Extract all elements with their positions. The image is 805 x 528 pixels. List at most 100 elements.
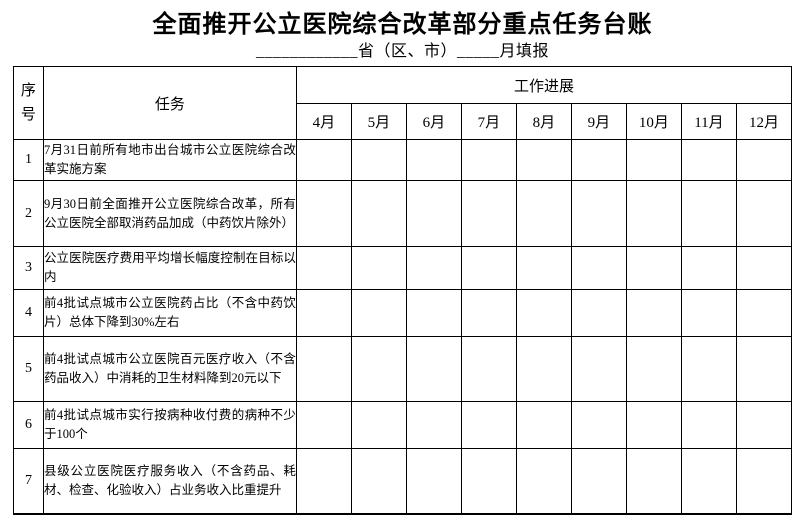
table-row: 3 公立医院医疗费用平均增长幅度控制在目标以内 [12, 246, 793, 290]
row-index: 6 [12, 401, 44, 449]
header-row-top: 序号 任务 工作进展 [12, 66, 793, 140]
table-row: 4 前4批试点城市公立医院药占比（不含中药饮片）总体下降到30%左右 [12, 289, 793, 337]
progress-cell [625, 448, 682, 515]
task-cell: 前4批试点城市公立医院药占比（不含中药饮片）总体下降到30%左右 [42, 289, 297, 337]
row-index: 1 [12, 139, 44, 181]
progress-cell [570, 289, 627, 337]
table-row: 2 9月30日前全面推开公立医院综合改革，所有公立医院全部取消药品加成（中药饮片… [12, 180, 793, 247]
col-header-month-may: 5月 [350, 103, 407, 140]
progress-cell [460, 336, 517, 402]
col-header-month-dec: 12月 [735, 103, 793, 140]
col-header-month-sep: 9月 [570, 103, 627, 140]
task-ledger-table: 序号 任务 工作进展 4月 5月 6月 7月 8月 9月 10月 11月 12月… [12, 66, 793, 515]
col-header-task: 任务 [42, 66, 297, 140]
col-header-index: 序号 [12, 66, 44, 140]
col-header-month-jul: 7月 [460, 103, 517, 140]
row-index: 5 [12, 336, 44, 402]
task-cell: 县级公立医院医疗服务收入（不含药品、耗材、检查、化验收入）占业务收入比重提升 [42, 448, 297, 515]
progress-cell [735, 448, 793, 515]
col-header-month-nov: 11月 [680, 103, 737, 140]
col-header-progress: 工作进展 [295, 66, 793, 104]
progress-cell [405, 246, 462, 290]
col-header-month-aug: 8月 [515, 103, 572, 140]
progress-cell [405, 336, 462, 402]
progress-cell [405, 139, 462, 181]
task-cell: 公立医院医疗费用平均增长幅度控制在目标以内 [42, 246, 297, 290]
progress-cell [570, 448, 627, 515]
progress-cell [625, 139, 682, 181]
progress-cell [460, 448, 517, 515]
progress-cell [295, 401, 352, 449]
progress-cell [295, 289, 352, 337]
task-cell: 前4批试点城市公立医院百元医疗收入（不含药品收入）中消耗的卫生材料降到20元以下 [42, 336, 297, 402]
progress-cell [295, 448, 352, 515]
progress-cell [515, 401, 572, 449]
page-title: 全面推开公立医院综合改革部分重点任务台账 [152, 12, 653, 38]
row-index: 2 [12, 180, 44, 247]
progress-cell [570, 246, 627, 290]
col-header-month-oct: 10月 [625, 103, 682, 140]
progress-cell [460, 401, 517, 449]
progress-cell [680, 180, 737, 247]
progress-cell [625, 180, 682, 247]
progress-cell [570, 139, 627, 181]
progress-cell [570, 336, 627, 402]
progress-cell [735, 336, 793, 402]
progress-cell [515, 139, 572, 181]
progress-cell [405, 448, 462, 515]
progress-cell [405, 401, 462, 449]
progress-cell [350, 401, 407, 449]
progress-cell [680, 448, 737, 515]
progress-cell [680, 289, 737, 337]
progress-cell [735, 401, 793, 449]
header-row-months: 4月 5月 6月 7月 8月 9月 10月 11月 12月 [13, 103, 793, 140]
progress-cell [625, 246, 682, 290]
progress-cell [460, 289, 517, 337]
progress-cell [735, 180, 793, 247]
progress-cell [460, 139, 517, 181]
progress-cell [405, 180, 462, 247]
table-row: 1 7月31日前所有地市出台城市公立医院综合改革实施方案 [12, 139, 793, 181]
task-cell: 前4批试点城市实行按病种收付费的病种不少于100个 [42, 401, 297, 449]
report-subtitle: ____________省（区、市）_____月填报 [255, 43, 549, 60]
progress-cell [515, 180, 572, 247]
row-index: 7 [12, 448, 44, 515]
progress-cell [460, 246, 517, 290]
progress-cell [625, 289, 682, 337]
progress-cell [515, 448, 572, 515]
progress-cell [625, 401, 682, 449]
progress-cell [570, 180, 627, 247]
table-row: 6 前4批试点城市实行按病种收付费的病种不少于100个 [12, 401, 793, 449]
progress-cell [350, 448, 407, 515]
progress-cell [735, 246, 793, 290]
table-row: 7 县级公立医院医疗服务收入（不含药品、耗材、检查、化验收入）占业务收入比重提升 [12, 448, 793, 515]
progress-cell [295, 139, 352, 181]
progress-cell [515, 289, 572, 337]
progress-cell [350, 180, 407, 247]
col-header-month-jun: 6月 [405, 103, 462, 140]
progress-cell [680, 336, 737, 402]
progress-cell [350, 246, 407, 290]
progress-cell [405, 289, 462, 337]
progress-cell [570, 401, 627, 449]
progress-cell [295, 180, 352, 247]
progress-cell [350, 336, 407, 402]
progress-cell [625, 336, 682, 402]
progress-cell [680, 401, 737, 449]
progress-cell [460, 180, 517, 247]
progress-cell [350, 289, 407, 337]
col-header-month-apr: 4月 [295, 103, 352, 140]
progress-cell [680, 139, 737, 181]
progress-cell [295, 336, 352, 402]
progress-cell [515, 336, 572, 402]
progress-cell [735, 289, 793, 337]
task-cell: 9月30日前全面推开公立医院综合改革，所有公立医院全部取消药品加成（中药饮片除外… [42, 180, 297, 247]
progress-cell [735, 139, 793, 181]
row-index: 4 [12, 289, 44, 337]
row-index: 3 [12, 246, 44, 290]
progress-cell [295, 246, 352, 290]
table-row: 5 前4批试点城市公立医院百元医疗收入（不含药品收入）中消耗的卫生材料降到20元… [12, 336, 793, 402]
progress-cell [350, 139, 407, 181]
progress-cell [680, 246, 737, 290]
